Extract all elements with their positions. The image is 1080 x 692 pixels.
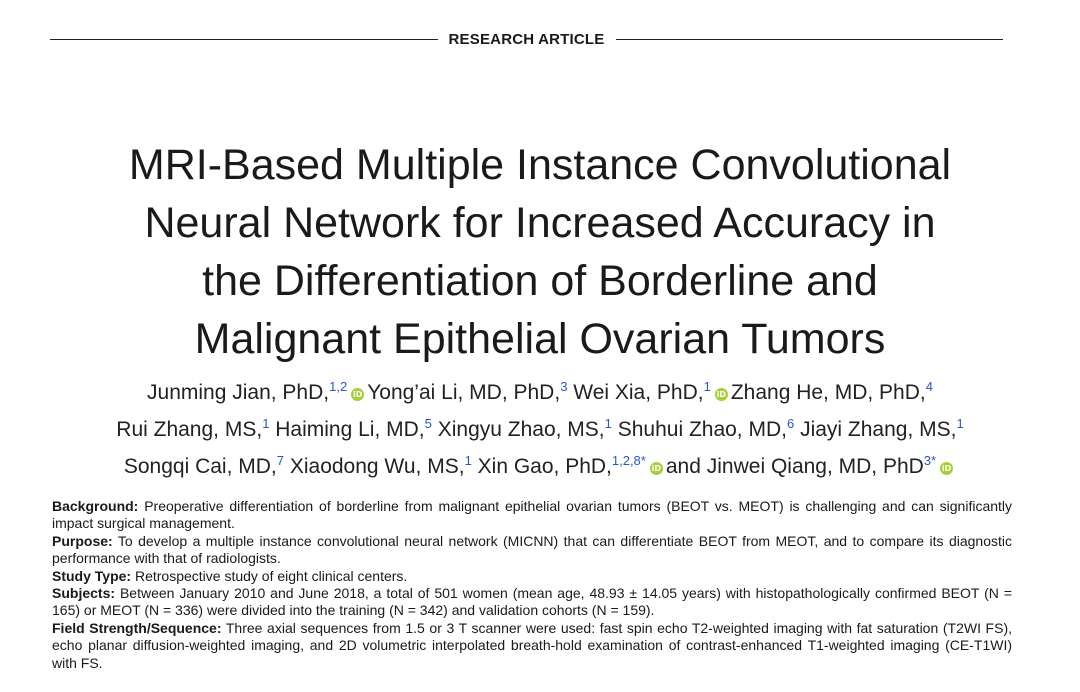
author-line: Junming Jian, PhD,1,2iD Yong’ai Li, MD, P… bbox=[20, 374, 1060, 411]
author-list: Junming Jian, PhD,1,2iD Yong’ai Li, MD, P… bbox=[20, 374, 1060, 485]
author: Haiming Li, MD,5 bbox=[275, 416, 432, 441]
author: Wei Xia, PhD,1 bbox=[573, 379, 711, 404]
article-type-header: RESEARCH ARTICLE bbox=[50, 28, 1004, 50]
author-name: Xin Gao, PhD, bbox=[477, 455, 612, 478]
author-name: Junming Jian, PhD, bbox=[147, 381, 330, 404]
author-affiliation[interactable]: 1 bbox=[262, 416, 270, 431]
author-affiliation[interactable]: 1 bbox=[703, 379, 711, 394]
author-name: Wei Xia, PhD, bbox=[573, 381, 704, 404]
header-rule-right bbox=[615, 38, 1004, 40]
author-name: Zhang He, MD, PhD, bbox=[730, 381, 926, 404]
abstract-section-study-type: Study Type: Retrospective study of eight… bbox=[52, 568, 1012, 585]
author: Songqi Cai, MD,7 bbox=[123, 453, 284, 478]
orcid-icon[interactable]: iD bbox=[649, 462, 663, 475]
author-conjunction: and bbox=[665, 455, 701, 478]
author: Jinwei Qiang, MD, PhD3* bbox=[706, 453, 937, 478]
abstract-section-subjects: Subjects: Between January 2010 and June … bbox=[52, 585, 1012, 620]
author: Shuhui Zhao, MD,6 bbox=[617, 416, 795, 441]
author: Rui Zhang, MS,1 bbox=[116, 416, 270, 441]
abstract-heading: Purpose: bbox=[52, 532, 113, 549]
abstract-text: Preoperative differentiation of borderli… bbox=[52, 498, 1013, 532]
author-name: Jiayi Zhang, MS, bbox=[800, 418, 957, 441]
abstract-heading: Background: bbox=[52, 498, 139, 514]
author-name: Songqi Cai, MD, bbox=[123, 455, 277, 478]
author: Junming Jian, PhD,1,2 bbox=[147, 379, 348, 404]
author-name: Shuhui Zhao, MD, bbox=[617, 418, 787, 441]
abstract-text: Between January 2010 and June 2018, a to… bbox=[52, 585, 1013, 619]
author-affiliation[interactable]: 4 bbox=[925, 379, 933, 394]
author: Yong’ai Li, MD, PhD,3 bbox=[367, 379, 568, 404]
abstract-text: To develop a multiple instance convoluti… bbox=[52, 532, 1012, 567]
header-rule-left bbox=[50, 38, 438, 40]
author-line: Songqi Cai, MD,7 Xiaodong Wu, MS,1 Xin G… bbox=[20, 448, 1060, 485]
title-line: Neural Network for Increased Accuracy in bbox=[144, 199, 936, 247]
author: Jiayi Zhang, MS,1 bbox=[800, 416, 964, 441]
title-line: MRI-Based Multiple Instance Convolutiona… bbox=[128, 141, 952, 189]
article-type-label: RESEARCH ARTICLE bbox=[448, 30, 605, 48]
abstract-text: Three axial sequences from 1.5 or 3 T sc… bbox=[52, 619, 1012, 671]
author-affiliation[interactable]: 6 bbox=[786, 416, 795, 431]
author-affiliation[interactable]: 1,2,8* bbox=[611, 453, 646, 468]
author-name: Haiming Li, MD, bbox=[275, 418, 425, 441]
author-affiliation[interactable]: 1 bbox=[464, 453, 472, 468]
author-affiliation[interactable]: 3 bbox=[560, 379, 568, 394]
abstract: Background: Preoperative differentiation… bbox=[52, 498, 1012, 672]
author-affiliation[interactable]: 3* bbox=[923, 453, 937, 468]
author-affiliation[interactable]: 1 bbox=[956, 416, 964, 431]
author-name: Jinwei Qiang, MD, PhD bbox=[706, 455, 924, 478]
abstract-section-background: Background: Preoperative differentiation… bbox=[52, 498, 1012, 533]
author-line: Rui Zhang, MS,1 Haiming Li, MD,5 Xingyu … bbox=[20, 411, 1060, 448]
title-line: the Differentiation of Borderline and bbox=[202, 257, 878, 305]
orcid-icon[interactable]: iD bbox=[714, 388, 728, 401]
abstract-heading: Field Strength/Sequence: bbox=[52, 619, 222, 636]
abstract-heading: Subjects: bbox=[52, 585, 116, 602]
orcid-icon[interactable]: iD bbox=[940, 462, 954, 475]
abstract-text: Retrospective study of eight clinical ce… bbox=[134, 567, 408, 584]
article-title: MRI-Based Multiple Instance Convolutiona… bbox=[40, 136, 1040, 368]
title-line: Malignant Epithelial Ovarian Tumors bbox=[194, 315, 886, 363]
author-affiliation[interactable]: 7 bbox=[276, 453, 284, 468]
author: Xin Gao, PhD,1,2,8* bbox=[477, 453, 646, 478]
abstract-heading: Study Type: bbox=[52, 567, 132, 584]
author-affiliation[interactable]: 1 bbox=[604, 416, 612, 431]
author: Zhang He, MD, PhD,4 bbox=[730, 379, 933, 404]
author: Xiaodong Wu, MS,1 bbox=[289, 453, 472, 478]
abstract-section-purpose: Purpose: To develop a multiple instance … bbox=[52, 533, 1012, 568]
orcid-icon[interactable]: iD bbox=[351, 388, 365, 401]
author-name: Yong’ai Li, MD, PhD, bbox=[367, 381, 561, 404]
abstract-section-field-strength: Field Strength/Sequence: Three axial seq… bbox=[52, 620, 1012, 672]
author: Xingyu Zhao, MS,1 bbox=[437, 416, 612, 441]
author-name: Rui Zhang, MS, bbox=[116, 418, 263, 441]
author-affiliation[interactable]: 5 bbox=[424, 416, 432, 431]
author-affiliation[interactable]: 1,2 bbox=[329, 379, 348, 394]
author-name: Xingyu Zhao, MS, bbox=[437, 418, 605, 441]
author-name: Xiaodong Wu, MS, bbox=[289, 455, 465, 478]
